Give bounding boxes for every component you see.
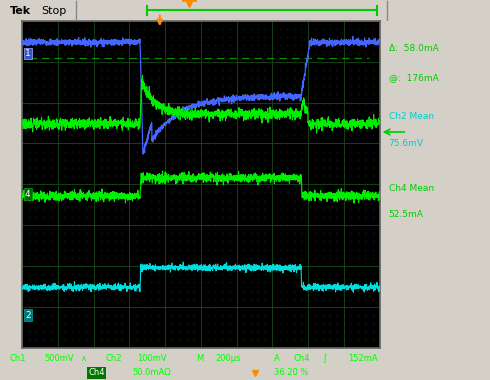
Text: Ch2: Ch2	[105, 353, 122, 363]
Text: 152mA: 152mA	[348, 353, 377, 363]
Text: 100mV: 100mV	[137, 353, 167, 363]
Text: 200μs: 200μs	[216, 353, 241, 363]
Text: 2: 2	[25, 310, 30, 320]
Text: A: A	[274, 353, 280, 363]
Text: 4: 4	[25, 190, 30, 199]
Text: 1: 1	[25, 49, 31, 58]
Text: 36.20 %: 36.20 %	[274, 368, 309, 377]
Text: Ch4: Ch4	[88, 368, 105, 377]
Text: 75.6mV: 75.6mV	[389, 139, 423, 147]
Text: Stop: Stop	[42, 6, 67, 16]
Text: Ch4: Ch4	[294, 353, 311, 363]
Text: Ch4 Mean: Ch4 Mean	[389, 184, 434, 193]
Text: Ch2 Mean: Ch2 Mean	[389, 112, 434, 121]
Text: 50.0mAΩ: 50.0mAΩ	[132, 368, 171, 377]
Text: Ch1: Ch1	[10, 353, 26, 363]
Text: @:  176mA: @: 176mA	[389, 73, 439, 82]
Text: M: M	[196, 353, 203, 363]
Text: Δ:  58.0mA: Δ: 58.0mA	[389, 44, 439, 53]
Text: ʃ: ʃ	[323, 353, 326, 363]
Text: ∧: ∧	[81, 353, 87, 363]
Text: 500mV: 500mV	[44, 353, 74, 363]
Text: 52.5mA: 52.5mA	[389, 211, 423, 219]
Text: Tek: Tek	[10, 6, 31, 16]
